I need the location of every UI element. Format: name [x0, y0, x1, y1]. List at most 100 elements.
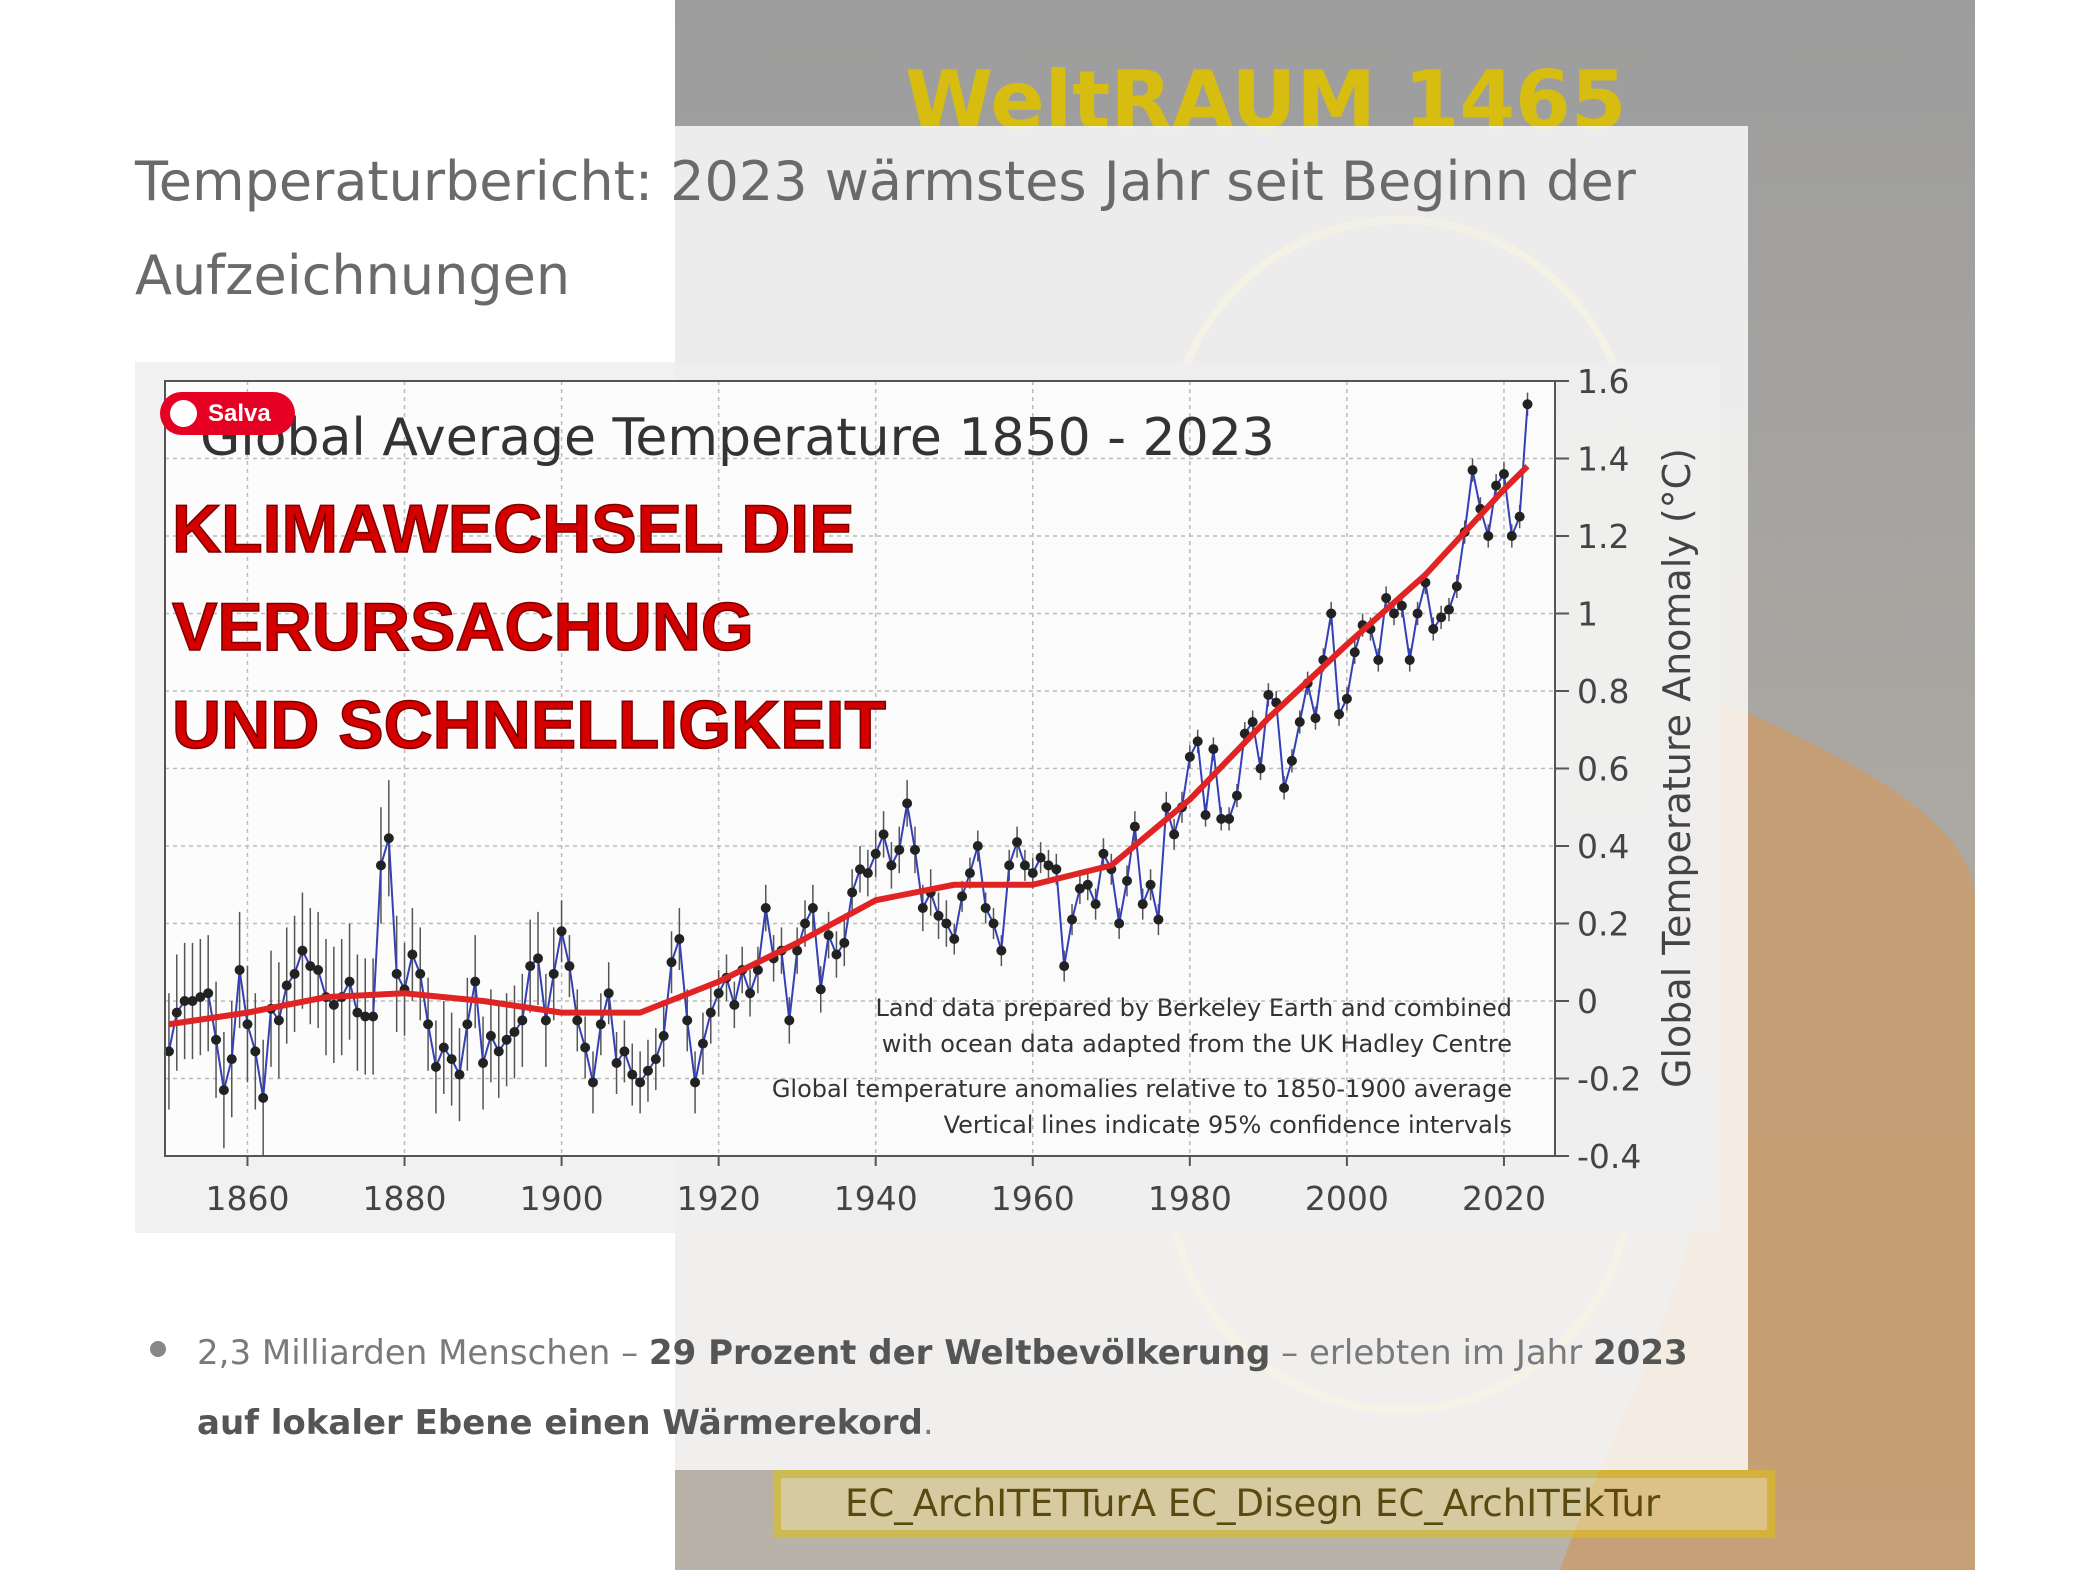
data-point: [595, 1019, 606, 1030]
data-point: [179, 996, 190, 1006]
data-point: [1153, 914, 1164, 925]
data-point: [1255, 763, 1266, 774]
data-point: [1224, 813, 1235, 824]
data-point: [1341, 693, 1352, 704]
data-point: [218, 1085, 229, 1096]
data-point: [548, 968, 559, 979]
data-point: [1310, 713, 1321, 724]
data-point: [446, 1054, 457, 1065]
data-point: [1027, 868, 1038, 879]
data-point: [478, 1058, 489, 1068]
data-point: [980, 903, 991, 913]
data-point: [1012, 837, 1023, 848]
data-point: [815, 984, 826, 995]
data-point: [760, 903, 771, 913]
data-point: [894, 844, 905, 855]
data-point: [1373, 655, 1384, 665]
data-point: [1263, 689, 1274, 700]
data-point: [1467, 465, 1478, 476]
data-point: [281, 980, 292, 991]
data-point: [1137, 899, 1148, 910]
data-point: [650, 1054, 661, 1065]
data-point: [250, 1046, 261, 1057]
smooth-line: [168, 464, 1530, 1028]
data-point: [203, 988, 214, 999]
data-point: [642, 1065, 653, 1076]
data-point: [572, 1015, 583, 1026]
data-point: [438, 1042, 449, 1053]
data-point: [949, 934, 960, 944]
data-point: [933, 910, 944, 921]
data-point: [697, 1038, 708, 1049]
data-point: [415, 968, 426, 979]
data-point: [1436, 612, 1447, 623]
data-point: [902, 798, 913, 809]
data-point: [988, 918, 999, 929]
data-point: [1059, 961, 1070, 972]
data-point: [690, 1077, 701, 1088]
data-point: [407, 949, 418, 960]
bullet-part: 29 Prozent der Weltbevölkerung: [648, 1333, 1271, 1373]
data-point: [1506, 531, 1517, 541]
data-point: [941, 918, 952, 929]
data-point: [289, 968, 300, 979]
data-point: [564, 961, 575, 972]
x-tick-label: 1920: [677, 1179, 761, 1218]
data-point: [454, 1069, 465, 1080]
x-tick-label: 2020: [1462, 1179, 1546, 1218]
data-point: [375, 860, 386, 871]
data-point: [1247, 717, 1258, 727]
data-point: [1451, 581, 1462, 592]
data-point: [1035, 852, 1046, 863]
data-point: [430, 1061, 441, 1072]
data-point: [705, 1007, 716, 1018]
data-point: [540, 1015, 551, 1026]
x-tick-label: 1880: [363, 1179, 447, 1218]
save-button[interactable]: Salva: [160, 392, 295, 435]
bullet-dot: [150, 1341, 166, 1357]
data-point: [556, 926, 567, 937]
data-point: [1051, 864, 1062, 875]
y-tick-label: -0.4: [1577, 1137, 1641, 1176]
data-point: [344, 976, 355, 987]
y-tick-label: 1.4: [1577, 440, 1629, 479]
y-tick-label: 0.8: [1577, 672, 1629, 711]
data-point: [226, 1054, 237, 1065]
overlay-line: UND SCHNELLIGKEIT: [172, 687, 886, 763]
data-point: [1514, 511, 1525, 522]
data-point: [1098, 848, 1109, 859]
data-point: [886, 860, 897, 871]
data-point: [258, 1092, 269, 1103]
y-tick-label: 0.6: [1577, 750, 1629, 789]
data-point: [1389, 608, 1400, 619]
data-point: [587, 1077, 598, 1088]
x-tick-label: 1960: [991, 1179, 1075, 1218]
data-point: [1169, 829, 1180, 840]
data-point: [462, 1019, 473, 1030]
data-point: [745, 988, 756, 999]
data-point: [1498, 469, 1509, 479]
bullet-text: 2,3 Milliarden Menschen – 29 Prozent der…: [197, 1318, 1742, 1458]
y-tick-label: 1: [1577, 595, 1598, 634]
data-point: [674, 934, 685, 944]
bullet-part: .: [922, 1403, 934, 1443]
data-point: [517, 1015, 528, 1026]
data-point: [501, 1034, 512, 1045]
data-point: [533, 953, 544, 964]
data-point: [273, 1015, 284, 1026]
data-point: [1200, 810, 1211, 820]
bullet-part: 2,3 Milliarden Menschen –: [197, 1333, 649, 1373]
data-point: [1145, 879, 1156, 890]
data-point: [1404, 655, 1415, 665]
data-point: [603, 988, 614, 999]
data-point: [1279, 782, 1290, 793]
data-point: [1522, 399, 1533, 410]
data-point: [823, 930, 834, 941]
x-tick-label: 1900: [520, 1179, 604, 1218]
overlay-text: KLIMAWECHSEL DIE VERURSACHUNG UND SCHNELLI…: [171, 490, 887, 764]
data-point: [1349, 647, 1360, 658]
x-tick-label: 1860: [205, 1179, 289, 1218]
data-point: [580, 1042, 591, 1053]
